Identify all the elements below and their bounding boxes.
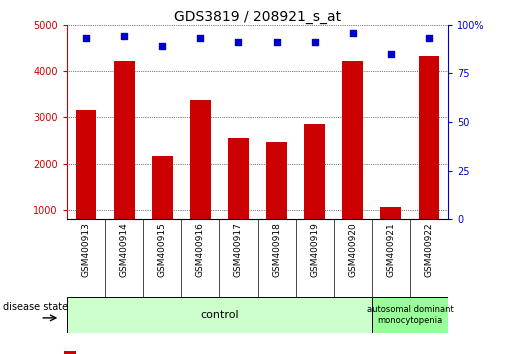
- Bar: [381, 207, 401, 257]
- Point: [425, 35, 433, 41]
- Bar: [114, 61, 134, 257]
- Bar: [419, 56, 439, 257]
- Bar: [152, 156, 173, 257]
- Bar: [372, 297, 448, 333]
- Bar: [304, 124, 325, 257]
- Point: [196, 35, 204, 41]
- Point: [82, 35, 90, 41]
- Bar: [190, 100, 211, 257]
- Point: [272, 40, 281, 45]
- Bar: [228, 138, 249, 257]
- Point: [349, 30, 357, 35]
- Bar: [76, 110, 96, 257]
- Text: disease state: disease state: [3, 302, 68, 312]
- Text: control: control: [200, 310, 239, 320]
- Point: [311, 40, 319, 45]
- Point: [234, 40, 243, 45]
- Bar: [64, 351, 76, 354]
- Bar: [266, 142, 287, 257]
- Title: GDS3819 / 208921_s_at: GDS3819 / 208921_s_at: [174, 10, 341, 24]
- Bar: [342, 61, 363, 257]
- Point: [158, 44, 166, 49]
- Text: autosomal dominant
monocytopenia: autosomal dominant monocytopenia: [367, 306, 453, 325]
- Bar: [67, 297, 372, 333]
- Point: [120, 34, 128, 39]
- Point: [387, 51, 395, 57]
